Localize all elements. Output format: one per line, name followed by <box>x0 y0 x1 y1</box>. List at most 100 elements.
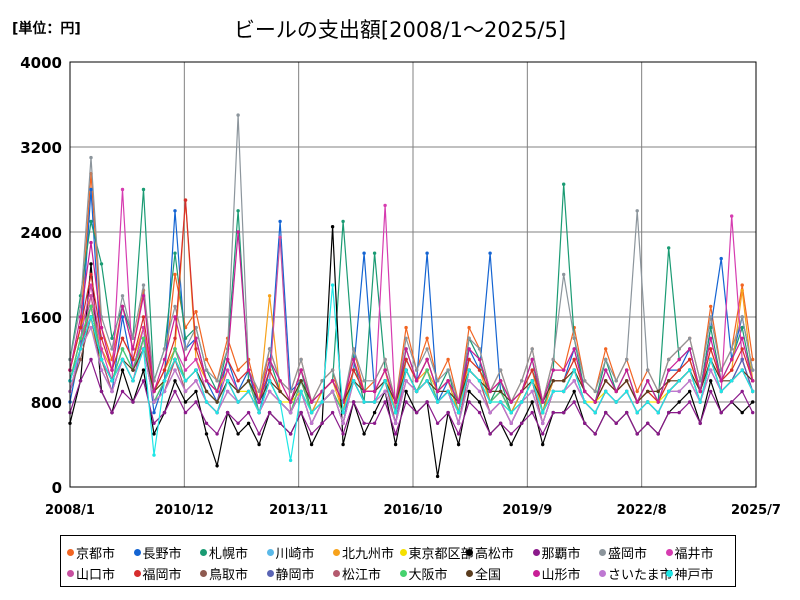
data-point <box>183 357 188 362</box>
data-point <box>488 251 492 255</box>
legend-swatch <box>466 570 473 577</box>
data-point <box>120 187 125 192</box>
data-point <box>551 357 555 362</box>
series-lines <box>68 113 755 479</box>
x-tick-label: 2010/12 <box>155 503 214 518</box>
legend-swatch <box>599 549 606 556</box>
data-point <box>635 389 639 394</box>
legend-swatch <box>532 549 540 556</box>
legend-swatch <box>200 570 207 577</box>
data-point <box>152 410 156 415</box>
data-point <box>383 379 387 383</box>
legend-item: 松江市 <box>333 564 381 583</box>
data-point <box>404 325 408 330</box>
data-point <box>204 379 209 383</box>
legend-label: 静岡市 <box>275 568 315 583</box>
data-point <box>688 347 692 351</box>
data-point <box>509 432 513 436</box>
data-point <box>467 347 471 351</box>
data-point <box>362 389 366 394</box>
data-point <box>425 400 429 404</box>
data-point <box>572 368 576 372</box>
legend-label: 京都市 <box>76 547 116 562</box>
data-point <box>372 421 377 425</box>
data-point <box>141 347 146 351</box>
data-point <box>604 357 608 362</box>
data-point <box>162 368 167 372</box>
data-point <box>110 379 114 383</box>
data-point <box>456 442 461 447</box>
data-point <box>509 400 513 404</box>
data-point <box>477 379 482 383</box>
data-point <box>477 368 482 372</box>
data-point <box>383 389 387 394</box>
data-point <box>362 421 366 425</box>
data-point <box>288 432 293 436</box>
data-point <box>677 347 681 351</box>
data-point <box>152 432 156 436</box>
data-point <box>267 389 272 394</box>
data-point <box>78 347 83 351</box>
data-point <box>425 368 429 372</box>
data-point <box>183 336 188 340</box>
data-point <box>477 400 482 404</box>
data-point <box>89 272 93 277</box>
data-point <box>173 368 177 372</box>
data-point <box>530 347 534 351</box>
data-point <box>740 389 744 394</box>
data-point <box>551 379 555 383</box>
data-point <box>635 410 639 415</box>
data-point <box>635 400 639 404</box>
data-point <box>372 389 377 394</box>
data-point <box>141 379 146 383</box>
series-line <box>69 231 754 405</box>
legend-swatch <box>67 549 74 556</box>
legend-swatch <box>266 549 274 556</box>
data-point <box>604 389 608 394</box>
data-point <box>667 389 671 394</box>
y-tick-label: 3200 <box>20 139 62 157</box>
data-point <box>362 432 366 436</box>
data-point <box>604 379 608 383</box>
data-point <box>99 357 104 362</box>
data-point <box>183 379 188 383</box>
data-point <box>562 368 566 372</box>
data-point <box>141 336 146 340</box>
data-point <box>425 347 429 351</box>
data-point <box>562 410 566 415</box>
data-point <box>152 400 156 404</box>
data-point <box>677 368 681 372</box>
data-point <box>320 421 324 425</box>
legend-item: 北九州市 <box>333 543 394 562</box>
data-point <box>194 357 198 362</box>
data-point <box>393 432 398 436</box>
data-point <box>131 336 135 340</box>
data-point <box>688 357 692 362</box>
data-point <box>383 203 387 208</box>
data-point <box>194 379 198 383</box>
data-point <box>393 400 398 404</box>
data-point <box>709 336 713 340</box>
data-point <box>698 379 702 383</box>
data-point <box>719 379 723 383</box>
data-point <box>614 421 618 425</box>
data-point <box>173 379 177 383</box>
data-point <box>425 379 429 383</box>
x-tick-label: 2022/8 <box>617 503 667 518</box>
legend-item: 全国 <box>466 564 501 583</box>
data-point <box>656 432 660 436</box>
legend-swatch <box>67 570 74 577</box>
data-point <box>110 347 114 351</box>
data-point <box>99 325 104 330</box>
legend-swatch <box>133 570 141 577</box>
data-point <box>89 187 93 192</box>
data-point <box>751 400 755 404</box>
data-point <box>383 368 387 372</box>
data-point <box>267 294 272 298</box>
data-point <box>541 432 545 436</box>
data-point <box>520 379 524 383</box>
data-point <box>89 219 93 224</box>
data-point <box>120 347 125 351</box>
data-point <box>78 336 83 340</box>
legend-swatch <box>333 549 340 556</box>
